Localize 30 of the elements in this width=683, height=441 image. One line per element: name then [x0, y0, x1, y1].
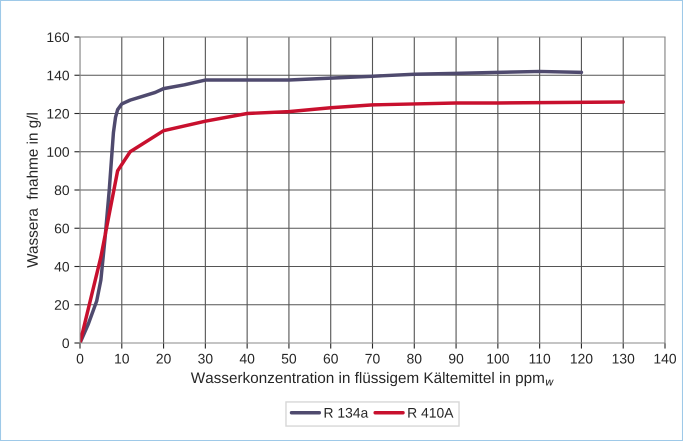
y-axis-title: Wassera fnahme in g/l — [26, 113, 41, 268]
y-tick-label: 0 — [62, 338, 70, 348]
legend-label: R 410A — [408, 408, 454, 418]
x-tick-label: 50 — [282, 354, 296, 364]
x-tick-label: 110 — [530, 354, 550, 364]
x-tick-label: 80 — [407, 354, 422, 364]
legend-label: R 134a — [324, 408, 368, 418]
y-tick-label: 160 — [47, 32, 70, 42]
x-tick-label: 100 — [487, 354, 509, 364]
y-tick-label: 20 — [54, 300, 70, 310]
x-tick-label: 60 — [324, 354, 338, 364]
x-tick-label: 0 — [76, 354, 84, 364]
y-tick-label: 60 — [54, 224, 70, 234]
x-tick-label: 70 — [365, 354, 380, 364]
line-series — [80, 70, 584, 343]
y-tick-label: 140 — [47, 70, 70, 80]
x-tick-label: 120 — [570, 354, 592, 364]
y-tick-label: 100 — [47, 147, 70, 157]
y-tick-label: 80 — [54, 185, 70, 196]
x-tick-label: 130 — [612, 354, 634, 364]
x-tick-label: 140 — [654, 354, 676, 364]
y-tick-label: 120 — [47, 108, 70, 119]
line-series — [80, 100, 625, 343]
x-tick-label: 90 — [449, 354, 464, 364]
x-tick-label: 40 — [240, 354, 254, 364]
x-tick-label: 30 — [198, 354, 213, 364]
x-tick-label: 20 — [156, 354, 171, 364]
y-tick-label: 40 — [54, 262, 70, 272]
x-tick-label: 10 — [115, 354, 129, 364]
x-axis-title: Wasserkonzentration in flüssigem Kältemittel in ppm$_{w}$ — [190, 372, 554, 386]
